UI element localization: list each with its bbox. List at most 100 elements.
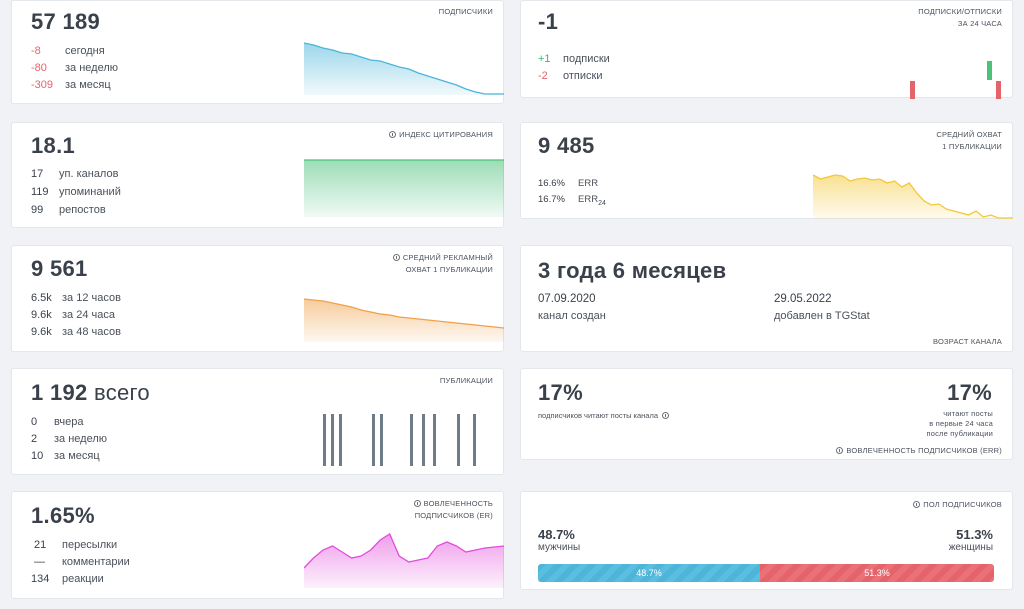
ad-reach-24h-row: 9.6k за 24 часа bbox=[31, 307, 115, 324]
ad-reach-12h-value: 6.5k bbox=[31, 292, 52, 304]
age-card[interactable]: 3 года 6 месяцев 07.09.2020 канал создан… bbox=[520, 245, 1013, 352]
daily-card[interactable]: -1 ПОДПИСКИ/ОТПИСКИ ЗА 24 ЧАСА +1 подписк… bbox=[520, 0, 1013, 99]
ad-reach-card[interactable]: 9 561 СРЕДНИЙ РЕКЛАМНЫЙ ОХВАТ 1 ПУБЛИКАЦ… bbox=[11, 245, 504, 352]
ad-reach-trend-area bbox=[304, 299, 504, 342]
engagement-caption-line1: ВОВЛЕЧЕННОСТЬ bbox=[423, 499, 493, 508]
gender-caption: ПОЛ ПОДПИСЧИКОВ bbox=[913, 499, 1002, 511]
posts-bar bbox=[380, 414, 383, 466]
read-share-right-line2: в первые 24 часа bbox=[929, 419, 993, 428]
subscribers-month-row: -309 за месяц bbox=[31, 77, 111, 94]
citation-reposts-row: 99 репостов bbox=[31, 202, 106, 219]
age-created-date: 07.09.2020 bbox=[538, 293, 596, 305]
engagement-comments-label: комментарии bbox=[62, 556, 130, 568]
reach-err24-label: ERR bbox=[578, 194, 599, 205]
engagement-forwards-row: 21 пересылки bbox=[34, 537, 117, 554]
ad-reach-caption-line1: СРЕДНИЙ РЕКЛАМНЫЙ bbox=[402, 253, 493, 262]
age-added-label: добавлен в TGStat bbox=[774, 310, 870, 322]
engagement-value: 1.65% bbox=[31, 503, 95, 528]
daily-subs-label: подписки bbox=[563, 53, 610, 65]
citation-mentions-row: 119 упоминаний bbox=[31, 184, 121, 201]
daily-unsubs-label: отписки bbox=[563, 70, 603, 82]
reach-sparkline bbox=[813, 174, 1013, 219]
posts-caption: ПУБЛИКАЦИИ bbox=[439, 376, 493, 385]
reach-err-value: 16.6% bbox=[538, 178, 565, 189]
subscribers-month-value: -309 bbox=[31, 79, 54, 91]
subscribers-week-label: за неделю bbox=[65, 62, 119, 74]
engagement-caption-line2: ПОДПИСЧИКОВ (ER) bbox=[414, 511, 493, 520]
subscribers-count: 57 189 bbox=[31, 9, 101, 34]
gender-card[interactable]: ПОЛ ПОДПИСЧИКОВ 48.7% мужчины 51.3% женщ… bbox=[520, 491, 1013, 590]
engagement-comments-row: — комментарии bbox=[34, 554, 130, 571]
info-icon[interactable] bbox=[389, 131, 397, 138]
read-share-card[interactable]: 17% подписчиков читают посты канала 17% … bbox=[520, 368, 1013, 460]
ad-reach-trend-line bbox=[304, 298, 504, 329]
gender-bar-female: 51.3% bbox=[760, 564, 994, 582]
daily-subs-row: +1 подписки bbox=[538, 51, 610, 68]
read-share-right-value: 17% bbox=[947, 380, 992, 405]
ad-reach-value: 9 561 bbox=[31, 256, 88, 281]
citation-sparkline bbox=[304, 159, 504, 217]
citation-index-value: 18.1 bbox=[31, 133, 76, 158]
citation-caption: ИНДЕКС ЦИТИРОВАНИЯ bbox=[389, 129, 493, 141]
engagement-card[interactable]: 1.65% ВОВЛЕЧЕННОСТЬ ПОДПИСЧИКОВ (ER) 21 п… bbox=[11, 491, 504, 599]
subscribers-month-label: за месяц bbox=[65, 79, 111, 91]
subs-bar bbox=[987, 61, 992, 80]
age-value: 3 года 6 месяцев bbox=[538, 258, 727, 283]
gender-bar-male: 48.7% bbox=[538, 564, 761, 582]
posts-card[interactable]: 1 192 всего ПУБЛИКАЦИИ 0 вчера 2 за неделю… bbox=[11, 368, 504, 475]
engagement-trend-area bbox=[304, 534, 504, 588]
posts-total-value: 1 192 bbox=[31, 380, 88, 405]
ad-reach-48h-label: за 48 часов bbox=[62, 326, 121, 338]
ad-reach-48h-row: 9.6k за 48 часов bbox=[31, 324, 121, 341]
citation-caption-text: ИНДЕКС ЦИТИРОВАНИЯ bbox=[399, 130, 493, 139]
citation-channels-row: 17 уп. каналов bbox=[31, 166, 118, 183]
reach-err-label: ERR bbox=[578, 178, 599, 189]
age-created-label: канал создан bbox=[538, 310, 606, 322]
unsubs-bar bbox=[996, 81, 1001, 99]
subscribers-today-label: сегодня bbox=[65, 45, 105, 57]
engagement-forwards-value: 21 bbox=[34, 539, 47, 551]
info-icon[interactable] bbox=[660, 410, 670, 422]
posts-yesterday-value: 0 bbox=[31, 416, 38, 428]
daily-unsubs-row: -2 отписки bbox=[538, 68, 602, 85]
read-share-left-label: подписчиков читают посты канала bbox=[538, 410, 670, 422]
read-share-right-line3: после публикации bbox=[926, 429, 993, 438]
reach-trend-line bbox=[813, 174, 1013, 219]
subscribers-sparkline bbox=[304, 42, 504, 95]
subscribers-card[interactable]: 57 189 ПОДПИСЧИКИ -8 сегодня -80 за неделю… bbox=[11, 0, 504, 104]
ad-reach-24h-label: за 24 часа bbox=[62, 309, 115, 321]
ad-reach-sparkline bbox=[304, 298, 504, 342]
posts-bar bbox=[473, 414, 476, 466]
posts-bar bbox=[372, 414, 375, 466]
posts-month-label: за месяц bbox=[54, 450, 100, 462]
citation-channels-label: уп. каналов bbox=[59, 168, 119, 180]
engagement-caption: ВОВЛЕЧЕННОСТЬ ПОДПИСЧИКОВ (ER) bbox=[413, 498, 493, 522]
daily-bars bbox=[910, 61, 1001, 99]
info-icon[interactable] bbox=[392, 254, 400, 261]
read-share-caption-text: ВОВЛЕЧЕННОСТЬ ПОДПИСЧИКОВ (ERR) bbox=[846, 446, 1002, 455]
citation-mentions-label: упоминаний bbox=[59, 186, 121, 198]
posts-bar bbox=[433, 414, 436, 466]
subscribers-caption: ПОДПИСЧИКИ bbox=[438, 7, 493, 16]
info-icon[interactable] bbox=[836, 447, 844, 454]
posts-week-row: 2 за неделю bbox=[31, 431, 107, 448]
citation-card[interactable]: 18.1 ИНДЕКС ЦИТИРОВАНИЯ 17 уп. каналов 11… bbox=[11, 122, 504, 228]
citation-reposts-label: репостов bbox=[59, 204, 106, 216]
engagement-reactions-label: реакции bbox=[62, 573, 104, 585]
subscribers-today-value: -8 bbox=[31, 45, 41, 57]
gender-bar: 48.7% 51.3% bbox=[538, 564, 994, 582]
subscribers-week-row: -80 за неделю bbox=[31, 60, 118, 77]
read-share-caption: ВОВЛЕЧЕННОСТЬ ПОДПИСЧИКОВ (ERR) bbox=[836, 445, 1002, 457]
posts-bar bbox=[339, 414, 342, 466]
info-icon[interactable] bbox=[413, 500, 421, 507]
posts-month-row: 10 за месяц bbox=[31, 448, 100, 465]
reach-card[interactable]: 9 485 СРЕДНИЙ ОХВАТ 1 ПУБЛИКАЦИИ 16.6% ER… bbox=[520, 122, 1013, 219]
info-icon[interactable] bbox=[913, 501, 921, 508]
posts-yesterday-row: 0 вчера bbox=[31, 414, 83, 431]
posts-total: 1 192 всего bbox=[31, 380, 150, 406]
gender-male-label: мужчины bbox=[538, 542, 581, 553]
ad-reach-caption-line2: ОХВАТ 1 ПУБЛИКАЦИИ bbox=[405, 265, 493, 274]
ad-reach-caption: СРЕДНИЙ РЕКЛАМНЫЙ ОХВАТ 1 ПУБЛИКАЦИИ bbox=[392, 252, 493, 276]
gender-female-label: женщины bbox=[948, 542, 993, 553]
posts-month-value: 10 bbox=[31, 450, 44, 462]
